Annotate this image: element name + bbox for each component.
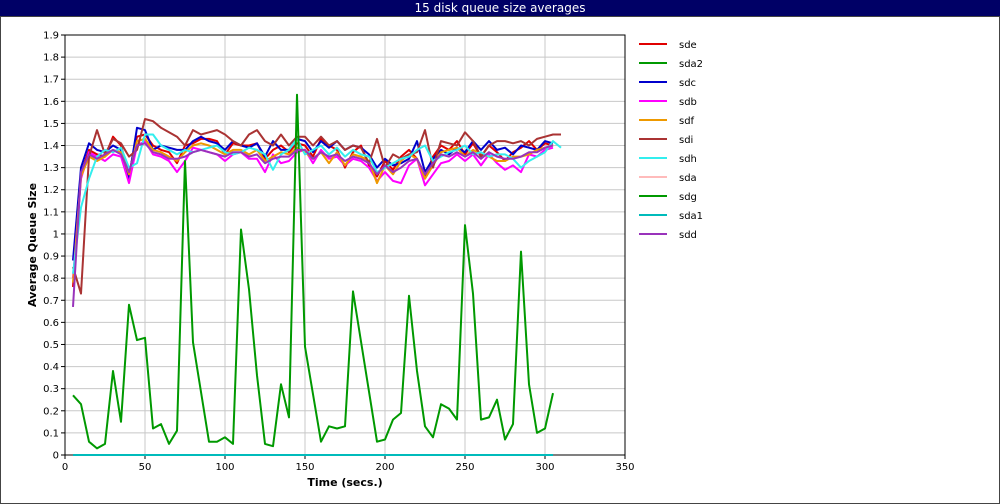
series-line-sde: [72, 133, 554, 288]
series-line-sdg: [72, 93, 554, 450]
y-tick-label: 0.8: [43, 274, 59, 285]
series-line-sdh: [72, 133, 562, 274]
y-tick-label: 1: [53, 229, 59, 240]
x-tick-label: 200: [375, 462, 394, 473]
x-tick-label: 50: [139, 462, 152, 473]
x-tick-label: 0: [62, 462, 68, 473]
legend-label-sdc: sdc: [679, 78, 696, 89]
legend-label-sdg: sdg: [679, 192, 697, 203]
y-axis-title: Average Queue Size: [26, 183, 39, 307]
legend-label-sdh: sdh: [679, 154, 697, 165]
x-tick-label: 150: [295, 462, 314, 473]
legend-label-sde: sde: [679, 40, 697, 51]
y-tick-label: 1.8: [43, 53, 59, 64]
plot-area: [65, 35, 625, 455]
y-tick-label: 1.4: [43, 141, 59, 152]
y-tick-label: 1.3: [43, 163, 59, 174]
y-tick-label: 0.9: [43, 252, 59, 263]
chart-title: 15 disk queue size averages: [0, 0, 1000, 16]
y-tick-label: 0.6: [43, 318, 59, 329]
chart-panel: 0 0.1 0.2 0.3 0.4 0.5 0.6 0.7 0.8 0.9 1 1.1 1.2 1.3 1.…: [0, 16, 1000, 504]
x-axis-title: Time (secs.): [307, 476, 382, 489]
legend-label-sda1: sda1: [679, 211, 703, 222]
y-tick-label: 1.9: [43, 31, 59, 42]
line-chart: 0 0.1 0.2 0.3 0.4 0.5 0.6 0.7 0.8 0.9 1 1.1 1.2 1.3 1.…: [26, 31, 703, 490]
series-line-sdi: [72, 118, 561, 295]
y-tick-label: 0.2: [43, 406, 59, 417]
y-tick-label: 1.1: [43, 207, 59, 218]
legend-label-sdd: sdd: [679, 230, 697, 241]
y-tick-label: 0.4: [43, 362, 59, 373]
y-tick-label: 0.7: [43, 296, 59, 307]
y-tick-label: 0.3: [43, 384, 59, 395]
legend-label-sda2: sda2: [679, 59, 703, 70]
legend-label-sdf: sdf: [679, 116, 695, 127]
y-tick-label: 0: [53, 451, 59, 462]
series-line-sdd: [72, 142, 554, 307]
legend-label-sdi: sdi: [679, 135, 693, 146]
y-tick-label: 1.2: [43, 185, 59, 196]
legend-label-sdb: sdb: [679, 97, 697, 108]
y-tick-label: 0.1: [43, 428, 59, 439]
x-tick-label: 250: [455, 462, 474, 473]
x-tick-label: 100: [215, 462, 234, 473]
y-tick-label: 1.7: [43, 75, 59, 86]
y-tick-label: 0.5: [43, 340, 59, 351]
x-tick-label: 350: [615, 462, 634, 473]
y-tick-label: 1.5: [43, 119, 59, 130]
y-tick-label: 1.6: [43, 97, 59, 108]
x-tick-label: 300: [535, 462, 554, 473]
legend-label-sda: sda: [679, 173, 697, 184]
